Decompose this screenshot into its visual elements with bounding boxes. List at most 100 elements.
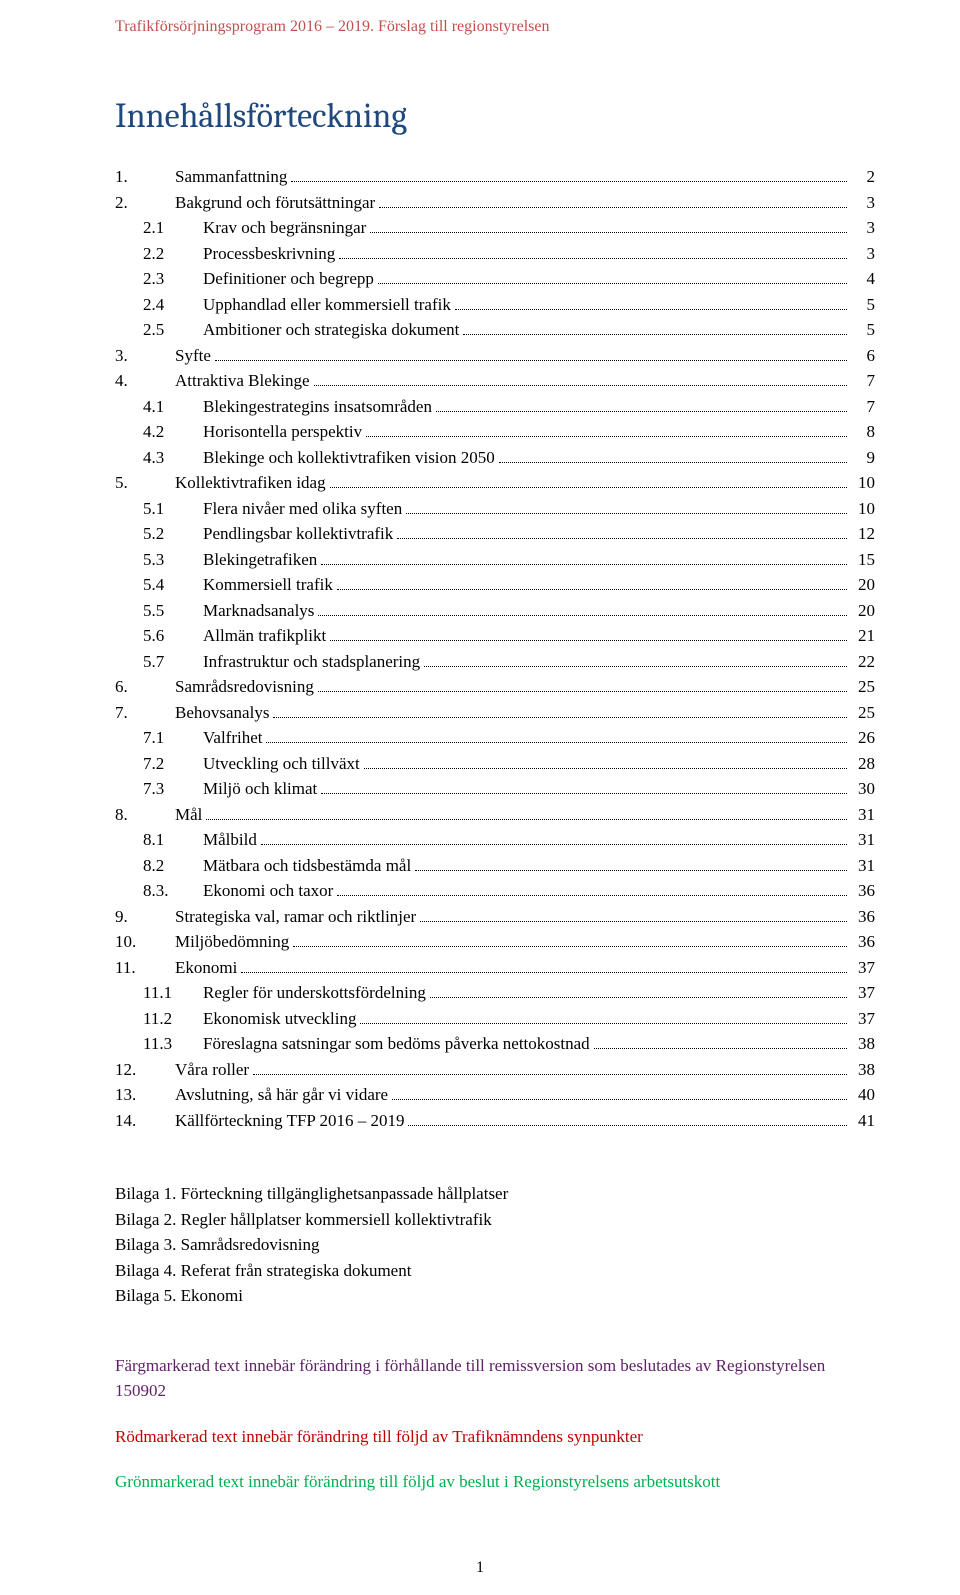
toc-leader-dots: [318, 691, 847, 692]
toc-row: 11.2Ekonomisk utveckling37: [115, 1006, 875, 1032]
toc-number: 6.: [115, 674, 175, 700]
toc-number: 8.: [115, 802, 175, 828]
toc-row: 7.Behovsanalys25: [115, 700, 875, 726]
toc-number: 7.1: [143, 725, 203, 751]
toc-page-number: 37: [851, 980, 875, 1006]
toc-row: 7.1Valfrihet26: [115, 725, 875, 751]
toc-leader-dots: [321, 564, 847, 565]
toc-label: Blekingetrafiken: [203, 547, 317, 573]
toc-label: Processbeskrivning: [203, 241, 335, 267]
toc-label: Allmän trafikplikt: [203, 623, 326, 649]
toc-leader-dots: [370, 232, 847, 233]
toc-row: 3.Syfte6: [115, 343, 875, 369]
toc-page-number: 22: [851, 649, 875, 675]
toc-page-number: 37: [851, 1006, 875, 1032]
toc-number: 2.: [115, 190, 175, 216]
appendix-line: Bilaga 1. Förteckning tillgänglighetsanp…: [115, 1181, 875, 1207]
toc-row: 2.Bakgrund och förutsättningar3: [115, 190, 875, 216]
toc-number: 3.: [115, 343, 175, 369]
toc-row: 7.3Miljö och klimat30: [115, 776, 875, 802]
toc-label: Mätbara och tidsbestämda mål: [203, 853, 411, 879]
toc-label: Infrastruktur och stadsplanering: [203, 649, 420, 675]
toc-number: 4.2: [143, 419, 203, 445]
toc-number: 11.: [115, 955, 175, 981]
toc-row: 13.Avslutning, så här går vi vidare40: [115, 1082, 875, 1108]
toc-leader-dots: [499, 462, 847, 463]
toc-leader-dots: [420, 921, 847, 922]
toc-page-number: 2: [851, 164, 875, 190]
toc-label: Valfrihet: [203, 725, 262, 751]
toc-page-number: 41: [851, 1108, 875, 1134]
toc-number: 5.1: [143, 496, 203, 522]
toc-page-number: 5: [851, 292, 875, 318]
toc-row: 2.5Ambitioner och strategiska dokument5: [115, 317, 875, 343]
toc-number: 4.: [115, 368, 175, 394]
toc-leader-dots: [366, 436, 847, 437]
toc-label: Pendlingsbar kollektivtrafik: [203, 521, 393, 547]
toc-leader-dots: [436, 411, 847, 412]
toc-page-number: 28: [851, 751, 875, 777]
toc-leader-dots: [266, 742, 847, 743]
toc-row: 5.5Marknadsanalys20: [115, 598, 875, 624]
toc-label: Källförteckning TFP 2016 – 2019: [175, 1108, 404, 1134]
toc-row: 14.Källförteckning TFP 2016 – 2019 41: [115, 1108, 875, 1134]
color-notes: Färgmarkerad text innebär förändring i f…: [115, 1353, 875, 1495]
appendix-line: Bilaga 2. Regler hållplatser kommersiell…: [115, 1207, 875, 1233]
toc-row: 5.3Blekingetrafiken 15: [115, 547, 875, 573]
toc-page-number: 7: [851, 394, 875, 420]
toc-label: Avslutning, så här går vi vidare: [175, 1082, 388, 1108]
toc-leader-dots: [406, 513, 847, 514]
toc-row: 2.4Upphandlad eller kommersiell trafik5: [115, 292, 875, 318]
toc-label: Samrådsredovisning: [175, 674, 314, 700]
toc-leader-dots: [293, 946, 847, 947]
toc-number: 2.1: [143, 215, 203, 241]
toc-leader-dots: [337, 589, 847, 590]
toc-number: 10.: [115, 929, 175, 955]
toc-number: 2.5: [143, 317, 203, 343]
toc-number: 12.: [115, 1057, 175, 1083]
toc-label: Horisontella perspektiv: [203, 419, 362, 445]
toc-label: Ambitioner och strategiska dokument: [203, 317, 459, 343]
toc-number: 5.: [115, 470, 175, 496]
table-of-contents: 1.Sammanfattning22.Bakgrund och förutsät…: [115, 164, 875, 1133]
toc-page-number: 15: [851, 547, 875, 573]
toc-page-number: 40: [851, 1082, 875, 1108]
toc-leader-dots: [241, 972, 847, 973]
toc-number: 7.3: [143, 776, 203, 802]
toc-leader-dots: [594, 1048, 847, 1049]
toc-page-number: 31: [851, 802, 875, 828]
toc-leader-dots: [337, 895, 847, 896]
toc-row: 8.2Mätbara och tidsbestämda mål31: [115, 853, 875, 879]
toc-page-number: 21: [851, 623, 875, 649]
toc-leader-dots: [339, 258, 847, 259]
toc-row: 7.2Utveckling och tillväxt28: [115, 751, 875, 777]
toc-label: Behovsanalys: [175, 700, 269, 726]
toc-number: 14.: [115, 1108, 175, 1134]
note-line: Grönmarkerad text innebär förändring til…: [115, 1469, 875, 1495]
note-line: Rödmarkerad text innebär förändring till…: [115, 1424, 875, 1450]
toc-number: 5.6: [143, 623, 203, 649]
toc-label: Krav och begränsningar: [203, 215, 366, 241]
toc-row: 6.Samrådsredovisning25: [115, 674, 875, 700]
toc-page-number: 20: [851, 598, 875, 624]
toc-leader-dots: [291, 181, 847, 182]
toc-leader-dots: [273, 717, 847, 718]
toc-number: 5.3: [143, 547, 203, 573]
toc-leader-dots: [455, 309, 847, 310]
toc-label: Utveckling och tillväxt: [203, 751, 360, 777]
toc-number: 1.: [115, 164, 175, 190]
toc-page-number: 25: [851, 700, 875, 726]
toc-label: Ekonomi: [175, 955, 237, 981]
toc-leader-dots: [392, 1099, 847, 1100]
toc-label: Föreslagna satsningar som bedöms påverka…: [203, 1031, 590, 1057]
toc-row: 4.2Horisontella perspektiv8: [115, 419, 875, 445]
toc-label: Definitioner och begrepp: [203, 266, 374, 292]
toc-page-number: 20: [851, 572, 875, 598]
toc-page-number: 37: [851, 955, 875, 981]
toc-row: 1.Sammanfattning2: [115, 164, 875, 190]
toc-leader-dots: [261, 844, 847, 845]
toc-row: 11.3Föreslagna satsningar som bedöms påv…: [115, 1031, 875, 1057]
toc-label: Mål: [175, 802, 202, 828]
toc-leader-dots: [321, 793, 847, 794]
toc-label: Blekingestrategins insatsområden: [203, 394, 432, 420]
